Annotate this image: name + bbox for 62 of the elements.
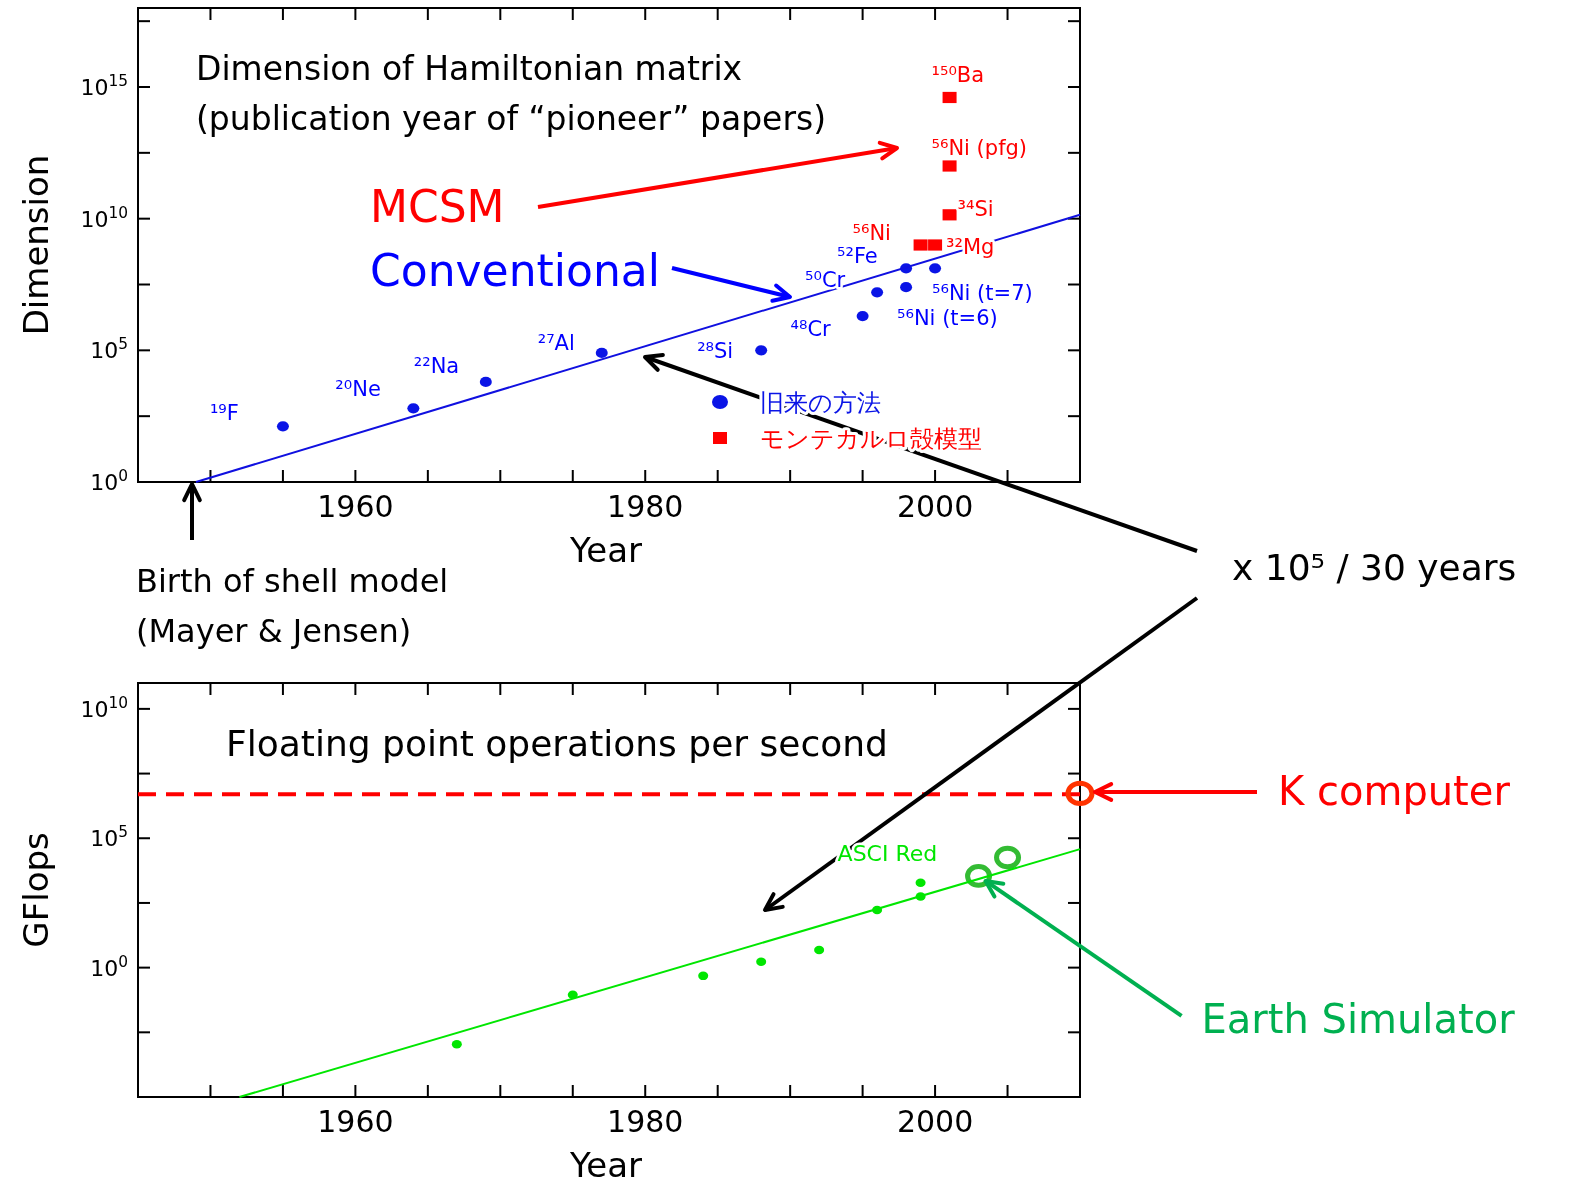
point [856, 310, 869, 322]
annotation: ¹⁹F [209, 401, 239, 426]
x-tick-label: 1980 [607, 489, 684, 524]
text: (Mayer & Jensen) [136, 612, 412, 650]
point [913, 239, 928, 251]
point [871, 287, 884, 298]
point [942, 91, 957, 104]
x-tick-label: 2000 [896, 1104, 974, 1139]
y-axis-title: GFlops [16, 832, 56, 948]
annotation: ⁵⁶Ni [852, 221, 891, 245]
y-axis-title: Dimension [16, 154, 56, 336]
point [915, 878, 926, 888]
annotation: Dimension of Hamiltonian matrix [196, 49, 743, 88]
annotation: ⁵⁶Ni (t=6) [897, 306, 998, 331]
point [994, 845, 1022, 870]
annotation: ⁴⁸Cr [790, 317, 832, 342]
annotation: ³⁴Si [957, 196, 994, 221]
x-axis-title: Year [569, 1145, 643, 1185]
x-tick-label: 1980 [607, 1104, 684, 1139]
point [755, 345, 768, 356]
annotation: ²⁸Si [697, 339, 734, 364]
point [276, 421, 289, 432]
annotation: ⁵⁶Ni (t=7) [932, 281, 1033, 306]
point [756, 957, 767, 966]
annotation: Conventional [370, 245, 660, 296]
text: Birth of shell model [136, 562, 449, 600]
point [942, 209, 957, 221]
x-tick-label: 1960 [317, 1104, 394, 1139]
point [929, 263, 942, 274]
annotation: Earth Simulator [1201, 995, 1516, 1042]
y-tick-label: 10$^{5}$ [90, 823, 128, 852]
y-tick-label: 10$^{10}$ [80, 203, 128, 232]
annotation: ²²Na [413, 353, 460, 378]
annotation: Floating point operations per second [226, 723, 888, 764]
annotation: ⁵⁶Ni (pfg) [931, 136, 1028, 160]
annotation: (publication year of “pioneer” papers) [196, 99, 827, 138]
point [1065, 780, 1095, 807]
point [451, 1039, 462, 1049]
annotation: ¹⁵⁰Ba [931, 63, 985, 88]
point [479, 376, 492, 388]
x-axis-title: Year [569, 530, 643, 570]
text: x 10⁵ / 30 years [1232, 547, 1517, 588]
y-tick-label: 10$^{0}$ [90, 467, 128, 495]
point [814, 945, 825, 955]
point [928, 239, 943, 251]
y-tick-label: 10$^{10}$ [80, 693, 128, 722]
text: K computer [1278, 768, 1511, 814]
annotation: ²⁰Ne [335, 377, 381, 402]
annotation: MCSM [370, 181, 505, 232]
x-tick-label: 2000 [896, 489, 974, 524]
y-tick-label: 10$^{5}$ [90, 335, 128, 364]
point [407, 403, 420, 414]
x-tick-label: 1960 [317, 489, 394, 524]
point [900, 282, 913, 293]
annotation: ²⁷Al [537, 330, 575, 355]
point [698, 971, 709, 981]
y-tick-label: 10$^{15}$ [80, 72, 128, 100]
annotation: ⁵⁰Cr [805, 268, 846, 293]
y-tick-label: 10$^{0}$ [90, 952, 128, 981]
point [595, 347, 608, 358]
annotation: ⁵²Fe [837, 244, 878, 269]
point [942, 160, 957, 172]
